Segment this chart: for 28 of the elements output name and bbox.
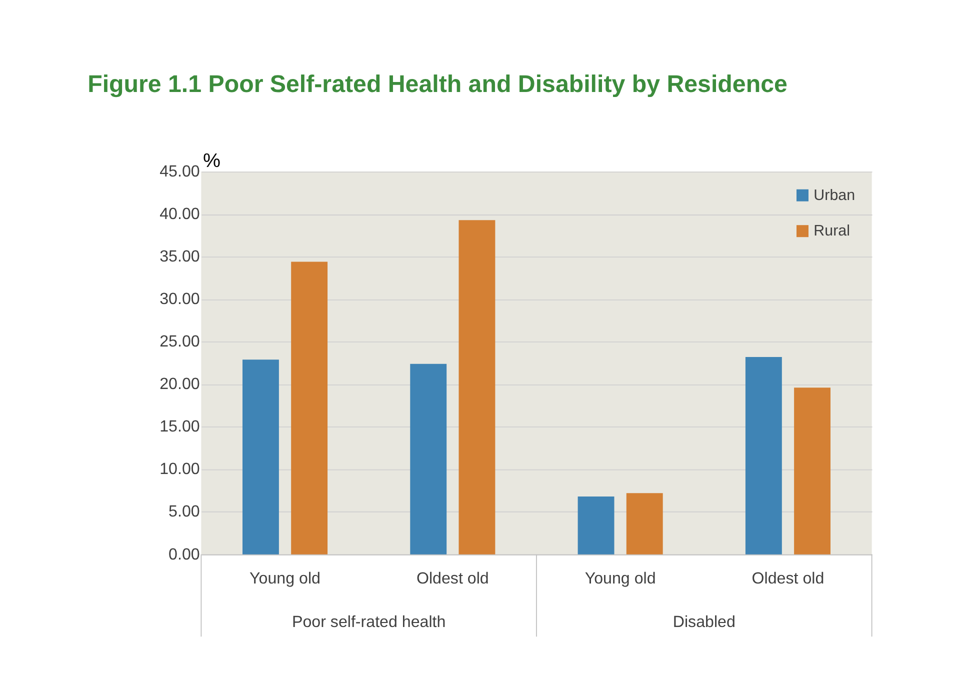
x-tick-label: Young old (584, 569, 656, 588)
bar (578, 496, 614, 554)
text: Disabled (672, 612, 736, 631)
y-tick-label: 10.00 (160, 460, 200, 478)
y-tick-label: 5.00 (168, 502, 200, 521)
legend-label: Rural (814, 222, 850, 240)
bar (291, 262, 328, 554)
bar (794, 388, 830, 554)
bar (626, 493, 663, 554)
y-tick-label: 15.00 (160, 418, 200, 436)
y-axis-title: % (202, 150, 220, 172)
chart-title: Figure 1.1 Poor Self-rated Health and Disability by Residence (88, 71, 788, 98)
legend-label: Urban (814, 186, 856, 204)
text: Poor self-rated health (292, 612, 446, 631)
y-tick-label: 0.00 (168, 545, 200, 564)
y-tick-label: 40.00 (160, 205, 200, 224)
y-tick-label: 35.00 (160, 248, 200, 266)
bar (458, 220, 496, 554)
bar (242, 360, 279, 554)
y-tick-label: 20.00 (160, 375, 200, 394)
y-tick-label: 30.00 (160, 290, 200, 308)
x-tick-label: Oldest old (416, 569, 489, 588)
y-tick-label: 25.00 (160, 332, 200, 351)
bar (410, 364, 447, 554)
y-tick-label: 45.00 (160, 162, 200, 181)
x-tick-label: Young old (250, 569, 320, 588)
bar (745, 357, 782, 554)
x-tick-label: Oldest old (752, 569, 824, 588)
